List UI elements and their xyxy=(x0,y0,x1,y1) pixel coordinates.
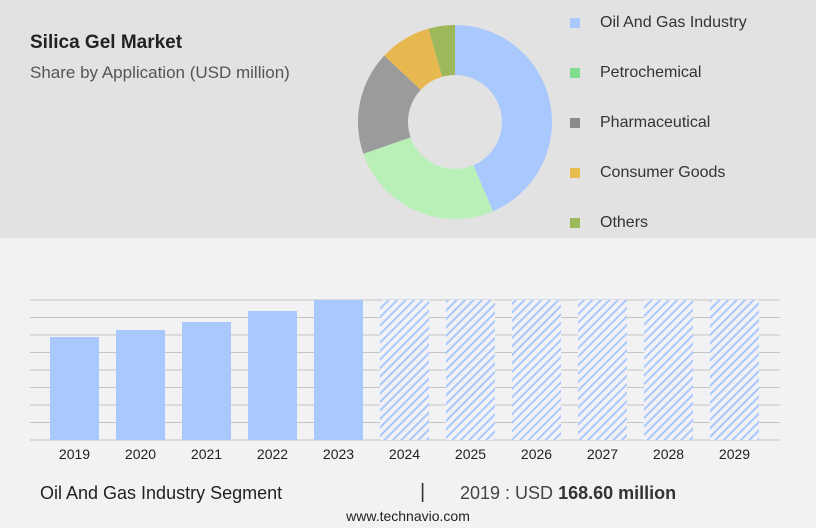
legend-item: Pharmaceutical xyxy=(570,114,710,132)
legend-item: Oil And Gas Industry xyxy=(570,14,747,32)
forecast-bar-2027 xyxy=(578,300,627,440)
forecast-bar-2025 xyxy=(446,300,495,440)
donut-slice-petrochemical xyxy=(363,137,493,219)
legend-label: Pharmaceutical xyxy=(600,114,711,131)
donut-slice-oil-and-gas-industry xyxy=(455,25,552,212)
footer-year-label: 2019 : USD xyxy=(460,483,559,503)
legend-item: Others xyxy=(570,214,648,232)
website-link[interactable]: www.technavio.com xyxy=(346,508,470,524)
footer-amount: 168.60 million xyxy=(558,483,677,503)
x-tick-label: 2024 xyxy=(389,446,420,462)
legend-swatch xyxy=(570,118,580,128)
legend-label: Petrochemical xyxy=(600,64,702,81)
x-tick-label: 2022 xyxy=(257,446,288,462)
bar-2019 xyxy=(50,337,99,440)
legend-item: Petrochemical xyxy=(570,64,701,82)
bar-2020 xyxy=(116,329,165,440)
bar-chart: 2019 2020 2021 2022 2023 2024 2025 2026 2027 2028… xyxy=(30,299,780,462)
donut-slice-others xyxy=(428,25,455,77)
footer-segment: Oil And Gas Industry Segment xyxy=(40,483,283,503)
x-tick-label: 2023 xyxy=(323,446,354,462)
x-tick-label: 2028 xyxy=(653,446,684,462)
legend-label: Consumer Goods xyxy=(600,164,726,181)
legend-swatch xyxy=(570,18,580,28)
forecast-bar-2029 xyxy=(710,300,759,440)
chart-title: Silica Gel Market xyxy=(30,32,183,53)
legend-item: Consumer Goods xyxy=(570,164,725,182)
forecast-bar-2028 xyxy=(644,300,693,440)
legend-swatch xyxy=(570,168,580,178)
donut-slice-pharmaceutical xyxy=(357,55,421,154)
x-tick-label: 2027 xyxy=(587,446,618,462)
x-tick-label: 2025 xyxy=(455,446,486,462)
x-tick-label: 2020 xyxy=(125,446,156,462)
x-tick-label: 2021 xyxy=(191,446,222,462)
bar-2021 xyxy=(182,321,231,440)
footer-separator: | xyxy=(420,481,426,503)
chart-subtitle: Share by Application (USD million) xyxy=(30,63,290,82)
legend-label: Oil And Gas Industry xyxy=(600,14,747,31)
x-tick-label: 2026 xyxy=(521,446,552,462)
bar-2023 xyxy=(314,300,363,440)
forecast-bar-2024 xyxy=(380,300,429,440)
legend-swatch xyxy=(570,68,580,78)
donut-chart xyxy=(357,25,552,219)
legend-swatch xyxy=(570,218,580,228)
x-tick-label: 2019 xyxy=(59,446,90,462)
x-tick-label: 2029 xyxy=(719,446,750,462)
bar-2022 xyxy=(248,310,297,440)
forecast-bar-2026 xyxy=(512,300,561,440)
footer-value: 2019 : USD 168.60 million xyxy=(460,483,676,504)
legend-label: Others xyxy=(600,214,649,231)
donut-slice-consumer-goods xyxy=(384,28,443,90)
